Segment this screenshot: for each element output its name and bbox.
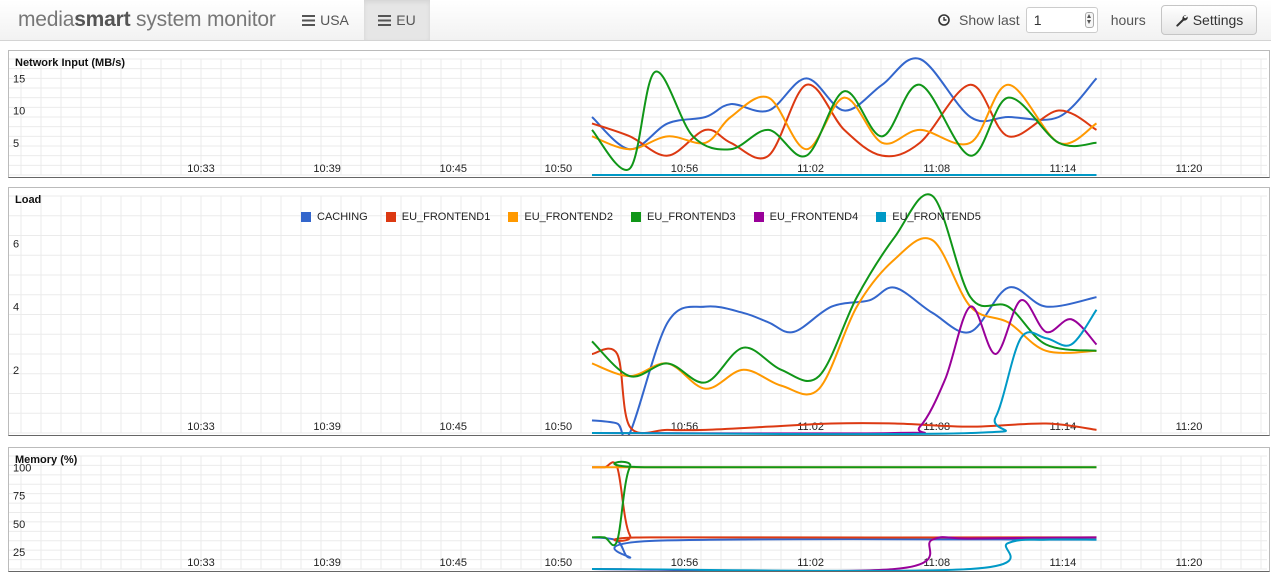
- x-tick-label: 11:08: [923, 163, 950, 175]
- y-tick-label: 5: [13, 138, 19, 150]
- brand-rest: system monitor: [130, 8, 276, 31]
- list-icon: [378, 14, 392, 26]
- series-line-eu-frontend5[interactable]: [591, 538, 1097, 571]
- load-legend: CACHING EU_FRONTEND1 EU_FRONTEND2 EU_FRONTE…: [301, 211, 999, 223]
- x-tick-label: 10:50: [545, 421, 573, 433]
- legend-item-eu-frontend4[interactable]: EU_FRONTEND4: [753, 211, 859, 223]
- load-title: Load: [15, 194, 42, 206]
- hours-value: 1: [1033, 12, 1042, 28]
- series-line-eu-frontend2[interactable]: [591, 83, 1098, 151]
- brand-bold: smart: [74, 8, 131, 31]
- network-input-panel: 5 10 15 10:33 10:39 10:45 10:50 10:56 11:02 11:08…: [8, 50, 1270, 178]
- hours-unit-label: hours: [1110, 12, 1146, 28]
- list-icon: [302, 14, 316, 26]
- settings-button[interactable]: Settings: [1161, 5, 1257, 35]
- x-tick-label: 11:08: [923, 421, 950, 433]
- x-tick-label: 10:56: [671, 557, 699, 569]
- show-last-label: Show last: [959, 12, 1020, 28]
- series-line-eu-frontend1[interactable]: [591, 83, 1098, 160]
- navbar: mediasmart system monitor USA EU Show la…: [0, 0, 1271, 41]
- series-line-caching[interactable]: [591, 57, 1098, 151]
- legend-swatch: [630, 212, 641, 222]
- x-tick-label: 11:14: [1050, 421, 1077, 433]
- load-chart: 2 4 6 10:33 10:39 10:45 10:50 10:56 11:02 11:08 11…: [9, 193, 1267, 435]
- tab-eu-label: EU: [396, 12, 416, 28]
- series-line-eu-frontend1[interactable]: [591, 347, 1097, 435]
- x-tick-label: 10:45: [439, 557, 467, 569]
- legend-label: CACHING: [317, 211, 368, 223]
- y-tick-label: 100: [13, 462, 31, 474]
- y-tick-label: 4: [13, 302, 19, 314]
- x-tick-label: 10:56: [671, 421, 699, 433]
- show-last-control: Show last 1 hours: [938, 0, 1146, 40]
- legend-swatch: [508, 212, 519, 222]
- x-tick-label: 11:02: [797, 163, 824, 175]
- series-line-eu-frontend3[interactable]: [591, 460, 1097, 547]
- series-line-eu-frontend5[interactable]: [591, 309, 1098, 435]
- x-tick-label: 11:14: [1050, 557, 1077, 569]
- y-tick-label: 25: [13, 547, 25, 559]
- brand-light: media: [18, 8, 75, 31]
- load-panel: 2 4 6 10:33 10:39 10:45 10:50 10:56 11:02 11:08 11…: [8, 187, 1270, 436]
- x-tick-label: 10:45: [439, 421, 467, 433]
- legend-label: EU_FRONTEND2: [524, 211, 613, 223]
- x-tick-label: 10:50: [545, 163, 573, 175]
- x-tick-label: 11:20: [1176, 557, 1203, 569]
- x-tick-label: 11:08: [923, 557, 950, 569]
- series-line-eu-frontend3[interactable]: [591, 193, 1097, 384]
- legend-label: EU_FRONTEND3: [646, 211, 736, 223]
- legend-item-eu-frontend3[interactable]: EU_FRONTEND3: [630, 211, 736, 223]
- tab-eu[interactable]: EU: [364, 0, 430, 40]
- x-tick-label: 11:20: [1176, 421, 1203, 433]
- hours-input[interactable]: 1: [1025, 7, 1098, 33]
- legend-item-eu-frontend2[interactable]: EU_FRONTEND2: [508, 211, 613, 223]
- x-tick-label: 10:45: [439, 163, 467, 175]
- x-tick-label: 10:39: [313, 421, 341, 433]
- network-input-chart: 5 10 15 10:33 10:39 10:45 10:50 10:56 11:02 11:08…: [9, 57, 1267, 177]
- brand-logo[interactable]: mediasmart system monitor: [18, 8, 276, 32]
- legend-item-caching[interactable]: CACHING: [301, 211, 368, 223]
- tab-usa[interactable]: USA: [289, 0, 362, 40]
- legend-label: EU_FRONTEND5: [892, 211, 981, 223]
- clock-icon: [938, 14, 950, 26]
- y-tick-label: 6: [13, 238, 19, 250]
- y-tick-label: 10: [13, 106, 25, 118]
- x-tick-label: 11:02: [797, 557, 824, 569]
- series-line-eu-frontend3[interactable]: [591, 70, 1097, 171]
- legend-item-eu-frontend5[interactable]: EU_FRONTEND5: [876, 211, 981, 223]
- x-tick-label: 10:33: [187, 163, 215, 175]
- legend-item-eu-frontend1[interactable]: EU_FRONTEND1: [385, 211, 491, 223]
- x-tick-label: 10:33: [187, 421, 215, 433]
- settings-label: Settings: [1192, 12, 1244, 28]
- y-tick-label: 50: [13, 519, 25, 531]
- x-tick-label: 11:02: [797, 421, 824, 433]
- x-tick-label: 10:39: [313, 163, 341, 175]
- y-tick-label: 15: [13, 73, 25, 85]
- memory-panel: 25 50 75 100 10:33 10:39 10:45 10:50 10:56 11:02 1…: [8, 447, 1270, 572]
- network-input-title: Network Input (MB/s): [15, 57, 125, 69]
- legend-label: EU_FRONTEND1: [401, 211, 491, 223]
- x-tick-label: 10:50: [545, 557, 573, 569]
- series-line-caching[interactable]: [591, 286, 1097, 435]
- x-tick-label: 11:20: [1176, 163, 1203, 175]
- legend-label: EU_FRONTEND4: [769, 211, 859, 223]
- hours-stepper[interactable]: [1084, 12, 1094, 28]
- legend-swatch: [301, 212, 311, 222]
- legend-swatch: [385, 212, 396, 222]
- x-tick-label: 10:39: [313, 557, 341, 569]
- y-tick-label: 2: [13, 365, 19, 377]
- y-tick-label: 75: [13, 491, 25, 503]
- x-tick-label: 10:33: [187, 557, 215, 569]
- tab-usa-label: USA: [320, 12, 349, 28]
- wrench-icon: [1176, 14, 1188, 27]
- legend-swatch: [876, 212, 887, 222]
- memory-chart: 25 50 75 100 10:33 10:39 10:45 10:50 10:56 11:02 1…: [9, 455, 1267, 571]
- x-tick-label: 11:14: [1050, 163, 1077, 175]
- legend-swatch: [753, 212, 764, 222]
- memory-title: Memory (%): [15, 454, 78, 466]
- x-tick-label: 10:56: [671, 163, 699, 175]
